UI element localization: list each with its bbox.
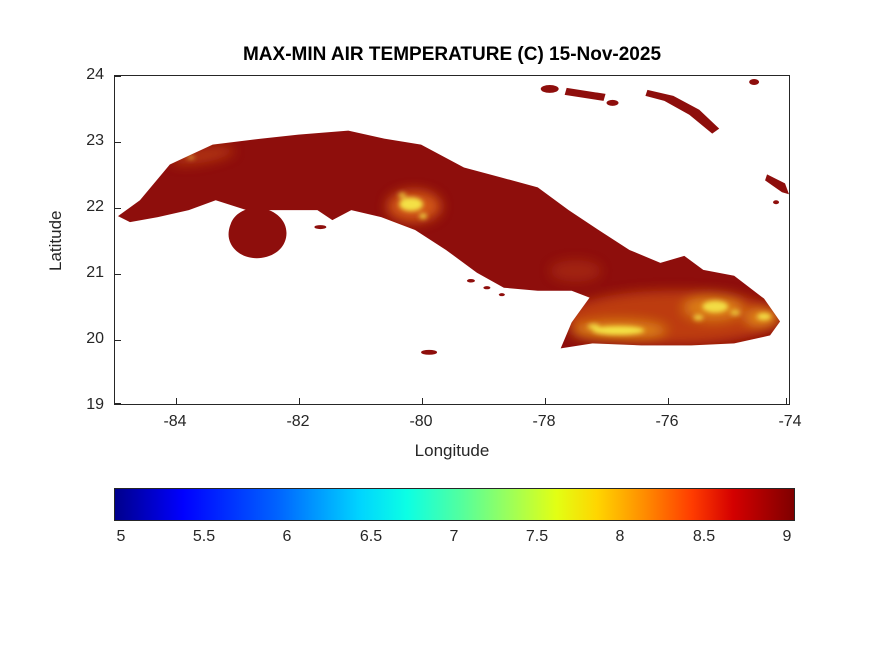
isla-de-la-juventud <box>228 207 287 259</box>
x-axis-label: Longitude <box>414 441 490 460</box>
x-tick-mark <box>786 398 787 404</box>
hotspot-blob <box>398 192 407 199</box>
colorbar-tick-label: 5 <box>116 528 126 545</box>
cay-speck <box>540 84 559 93</box>
cay-speck <box>773 200 780 205</box>
x-tick-mark <box>545 398 546 404</box>
cayman-speck <box>421 349 438 355</box>
y-tick-label: 21 <box>86 264 104 281</box>
y-tick-label: 19 <box>86 396 104 413</box>
jardines-cay <box>466 278 475 283</box>
hotspot-blob <box>419 213 428 220</box>
jardines-cay <box>498 293 505 297</box>
x-tick-label: -76 <box>655 413 679 430</box>
x-tick-label: -74 <box>778 413 802 430</box>
cuba-mainland <box>117 130 781 349</box>
cay-speck <box>749 78 760 85</box>
colorbar-tick-label: 6 <box>282 528 292 545</box>
colorbar <box>114 488 795 521</box>
cay-speck <box>765 174 789 195</box>
x-tick-mark <box>422 398 423 404</box>
x-tick-label: -78 <box>532 413 556 430</box>
colorbar-tick-label: 7.5 <box>525 528 549 545</box>
hotspot-nipe-baracoa-core <box>702 300 729 313</box>
y-tick-mark <box>115 340 121 341</box>
y-tick-label: 24 <box>86 66 104 83</box>
chart-title: MAX-MIN AIR TEMPERATURE (C) 15-Nov-2025 <box>242 44 662 65</box>
x-tick-label: -82 <box>286 413 310 430</box>
map-plot-area <box>114 75 790 405</box>
cayo-largo <box>314 225 327 230</box>
x-tick-label: -84 <box>163 413 187 430</box>
colorbar-tick-label: 9 <box>782 528 792 545</box>
colorbar-labels: 5 5.5 6 6.5 7 7.5 8 8.5 9 <box>114 527 795 549</box>
hotspot-camaguey-faint <box>549 259 602 282</box>
x-tick-mark <box>176 398 177 404</box>
y-tick-mark <box>115 274 121 275</box>
x-tick-mark <box>299 398 300 404</box>
x-tick-label: -80 <box>409 413 433 430</box>
hotspots-yellow-layer <box>186 155 772 335</box>
cay-speck <box>564 87 606 101</box>
hotspot-sierra-del-rosario <box>171 146 235 165</box>
cuba-map-svg <box>117 78 789 355</box>
y-tick-mark <box>115 142 121 143</box>
y-axis-label: Latitude <box>46 210 65 272</box>
hotspot-escambray-core <box>399 197 424 212</box>
x-tick-mark <box>668 398 669 404</box>
y-tick-mark <box>115 208 121 209</box>
y-tick-mark <box>115 403 121 404</box>
y-tick-label: 20 <box>86 330 104 347</box>
hotspot-layers <box>171 146 781 345</box>
colorbar-tick-label: 5.5 <box>192 528 216 545</box>
hotspot-blob <box>693 314 704 321</box>
colorbar-tick-label: 8.5 <box>692 528 716 545</box>
y-tick-label: 23 <box>86 132 104 149</box>
small-islands <box>314 78 789 355</box>
y-tick-label: 22 <box>86 198 104 215</box>
hotspot-sierra-maestra-core <box>592 325 645 335</box>
hotspot-east-tip-core <box>757 313 772 321</box>
colorbar-tick-label: 8 <box>615 528 625 545</box>
hotspot-blob <box>186 155 195 160</box>
hotspot-blob <box>587 323 600 330</box>
cay-speck <box>606 99 619 106</box>
jardines-cay <box>483 286 491 290</box>
y-tick-mark <box>115 76 121 77</box>
hotspot-blob <box>730 309 741 316</box>
colorbar-tick-label: 6.5 <box>359 528 383 545</box>
colorbar-tick-label: 7 <box>449 528 459 545</box>
bahamas-long-island <box>645 89 720 134</box>
